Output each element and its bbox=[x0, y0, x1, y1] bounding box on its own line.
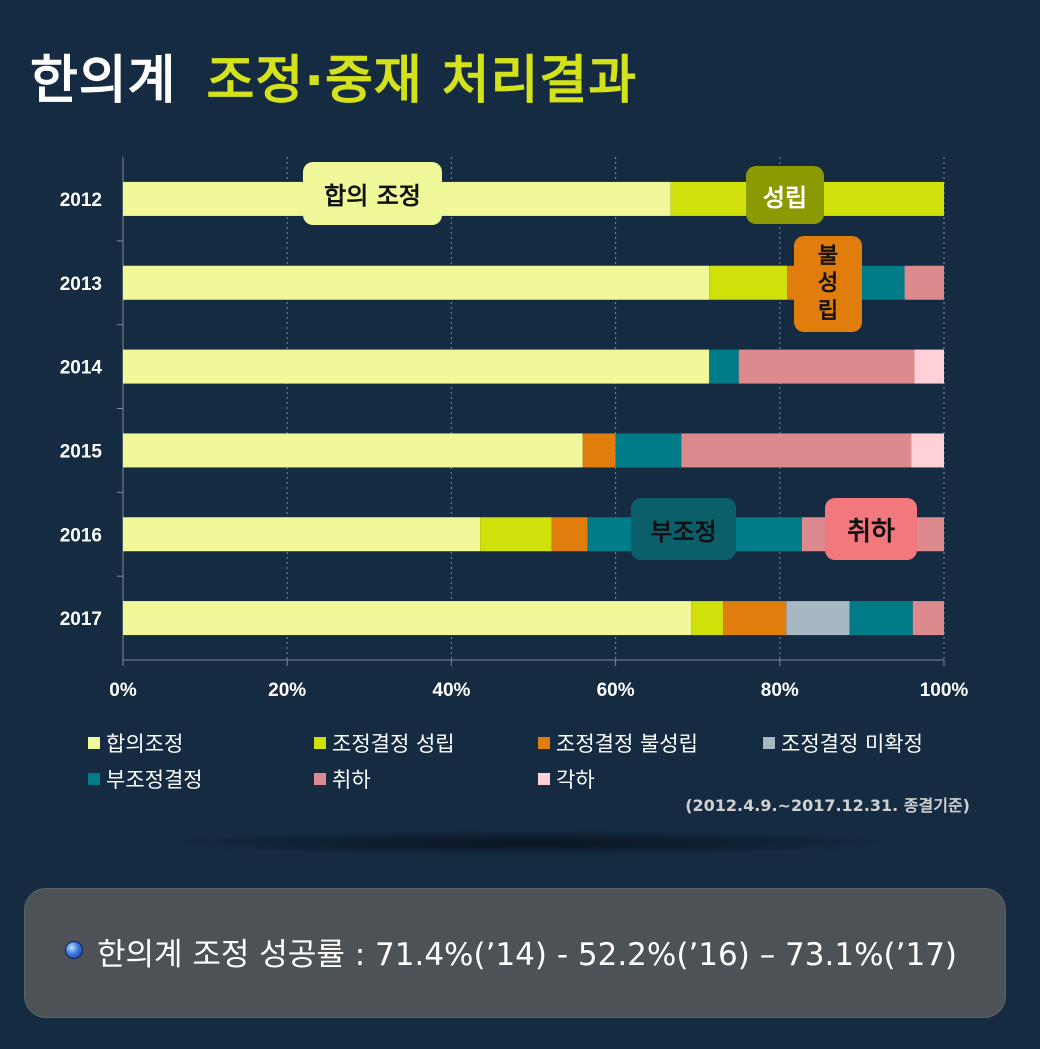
legend-label: 부조정결정 bbox=[106, 768, 203, 792]
x-tick-label: 40% bbox=[432, 680, 470, 701]
legend-item: 조정결정 미확정 bbox=[763, 728, 923, 758]
bar-segment bbox=[480, 517, 552, 552]
legend-swatch bbox=[538, 773, 550, 785]
callout-withdrawal: 취하 bbox=[825, 498, 917, 560]
bar-segment bbox=[914, 349, 944, 384]
bar-segment bbox=[709, 265, 788, 300]
legend-swatch bbox=[763, 737, 775, 749]
legend-item: 조정결정 성립 bbox=[314, 728, 455, 758]
legend-label: 취하 bbox=[332, 768, 371, 792]
bar-segment bbox=[123, 601, 692, 636]
legend-label: 조정결정 불성립 bbox=[556, 732, 698, 756]
y-tick-label: 2014 bbox=[60, 358, 103, 379]
x-tick-label: 20% bbox=[268, 680, 306, 701]
divider-shadow bbox=[150, 830, 910, 856]
y-tick-label: 2015 bbox=[60, 441, 103, 462]
bar-segment bbox=[691, 601, 724, 636]
bar-segment bbox=[681, 433, 912, 468]
bar-segment bbox=[123, 265, 710, 300]
legend-swatch bbox=[88, 737, 100, 749]
y-tick-label: 2017 bbox=[60, 609, 102, 630]
bar-segment bbox=[123, 349, 710, 384]
legend-item: 각하 bbox=[538, 764, 595, 794]
page-title: 한의계 조정·중재 처리결과 bbox=[30, 38, 637, 113]
legend-item: 취하 bbox=[314, 764, 371, 794]
date-range-note: (2012.4.9.~2017.12.31. 종결기준) bbox=[685, 796, 970, 815]
stacked-bar-chart: 0% 20% 40% 60% 80% 100% 2012 2013 2014 2015 2016 20… bbox=[60, 157, 969, 701]
legend-label: 조정결정 성립 bbox=[332, 732, 455, 756]
bar-segment bbox=[912, 601, 944, 636]
legend-label: 합의조정 bbox=[106, 732, 184, 756]
x-tick-label: 60% bbox=[597, 680, 635, 701]
x-tick-label: 100% bbox=[920, 680, 969, 701]
bar-segment bbox=[723, 601, 787, 636]
x-tick-label: 0% bbox=[109, 680, 137, 701]
x-tick-label: 80% bbox=[761, 680, 799, 701]
callout-no-mediation: 부조정 bbox=[631, 498, 736, 560]
legend-label: 조정결정 미확정 bbox=[781, 732, 923, 756]
legend-swatch bbox=[314, 773, 326, 785]
bar-segment bbox=[551, 517, 588, 552]
bar-segment bbox=[709, 349, 739, 384]
bar-segment bbox=[738, 349, 915, 384]
bar-segment bbox=[786, 601, 850, 636]
summary-text: 한의계 조정 성공률 : 71.4%(’14) - 52.2%(’16) – 7… bbox=[97, 937, 958, 973]
bar-segment bbox=[911, 433, 944, 468]
bar-segment bbox=[123, 433, 583, 468]
y-tick-label: 2013 bbox=[60, 274, 102, 295]
title-part1: 한의계 bbox=[30, 51, 177, 111]
bar-segment bbox=[615, 433, 682, 468]
callout-fail: 불 성 립 bbox=[794, 236, 862, 332]
bar-segment bbox=[904, 265, 944, 300]
bar-segment bbox=[582, 433, 616, 468]
summary-box: 한의계 조정 성공률 : 71.4%(’14) - 52.2%(’16) – 7… bbox=[24, 888, 1006, 1018]
y-tick-label: 2016 bbox=[60, 525, 102, 546]
legend-item: 조정결정 불성립 bbox=[538, 728, 698, 758]
title-part2: 조정·중재 처리결과 bbox=[206, 51, 638, 111]
legend-item: 합의조정 bbox=[88, 728, 183, 758]
callout-agreement: 합의 조정 bbox=[303, 162, 442, 225]
legend-swatch bbox=[88, 773, 100, 785]
bar-segment bbox=[123, 517, 481, 552]
legend-swatch bbox=[314, 737, 326, 749]
legend-label: 각하 bbox=[556, 768, 595, 792]
bullet-icon bbox=[65, 941, 83, 959]
legend-swatch bbox=[538, 737, 550, 749]
bar-segment bbox=[849, 601, 913, 636]
callout-success: 성립 bbox=[746, 166, 824, 224]
y-tick-label: 2012 bbox=[60, 190, 102, 211]
legend-item: 부조정결정 bbox=[88, 764, 203, 794]
